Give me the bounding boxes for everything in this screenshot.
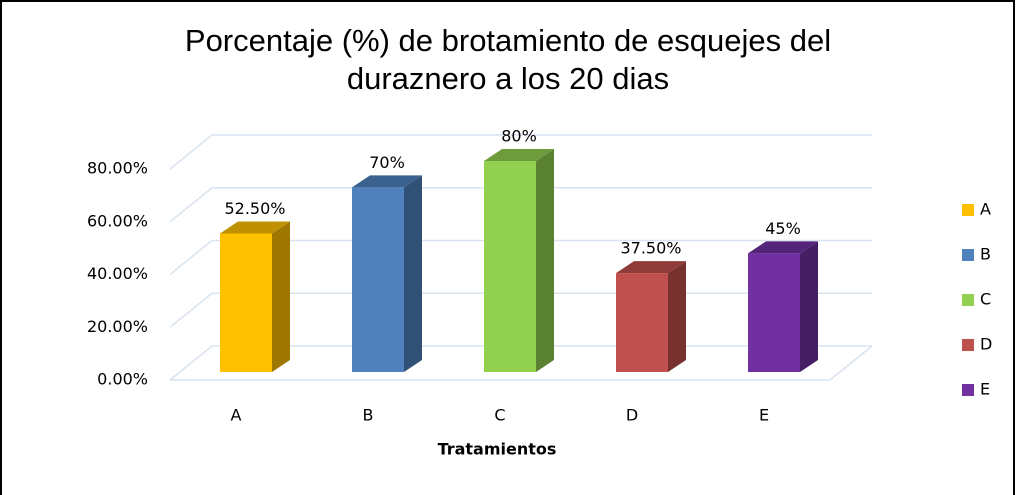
bar <box>484 161 536 372</box>
x-axis-label: Tratamientos <box>438 440 557 459</box>
data-label: 52.50% <box>224 199 285 218</box>
y-tick-label: 40.00% <box>87 264 148 283</box>
data-label: 45% <box>765 219 801 238</box>
x-tick-label: C <box>494 406 505 425</box>
bar <box>616 273 668 372</box>
x-tick-label: B <box>363 406 374 425</box>
data-label: 37.50% <box>620 239 681 258</box>
bar <box>748 253 800 372</box>
grid-line <box>169 187 872 223</box>
bar-side <box>404 175 422 372</box>
bar-top <box>484 149 554 161</box>
legend-swatch <box>962 339 974 351</box>
x-tick-label: E <box>759 406 769 425</box>
bar-side <box>668 261 686 372</box>
data-label: 70% <box>369 153 405 172</box>
grid-line <box>169 134 872 170</box>
legend-label: A <box>980 200 991 219</box>
grid-line <box>169 239 872 276</box>
bar-top <box>748 241 818 254</box>
legend-label: C <box>980 290 991 309</box>
bar-side <box>272 221 290 372</box>
y-tick-label: 60.00% <box>87 211 148 230</box>
legend-label: D <box>980 335 992 354</box>
data-label: 80% <box>501 127 537 146</box>
bar-top <box>352 175 422 188</box>
legend-label: B <box>980 245 991 264</box>
floor-edge <box>829 345 873 381</box>
bar-side <box>536 149 554 372</box>
legend-swatch <box>962 384 974 396</box>
bar <box>220 233 272 372</box>
x-tick-label: A <box>231 406 242 425</box>
y-tick-label: 20.00% <box>87 317 148 336</box>
y-tick-label: 0.00% <box>97 370 148 389</box>
bar-top <box>220 221 290 234</box>
chart-title: Porcentaje (%) de brotamiento de esqueje… <box>184 23 832 96</box>
legend-swatch <box>962 294 974 306</box>
bar-side <box>800 241 818 372</box>
bar-top <box>616 261 686 274</box>
y-tick-label: 80.00% <box>87 159 148 178</box>
bar <box>352 187 404 372</box>
legend-swatch <box>962 249 974 261</box>
legend-label: E <box>980 380 990 399</box>
x-tick-label: D <box>626 406 638 425</box>
legend-swatch <box>962 204 974 216</box>
